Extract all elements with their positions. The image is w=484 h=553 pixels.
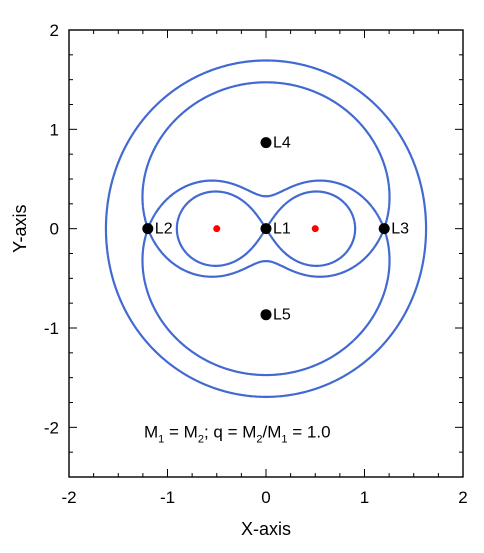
lagrange-label-l3: L3 [391, 221, 409, 238]
mass-point-2 [311, 225, 319, 233]
lagrange-label-l4: L4 [273, 135, 291, 152]
lagrange-point-l2 [142, 223, 154, 235]
axis-ticks: -2 -1 0 1 2 -2 -1 0 1 2 [44, 21, 468, 507]
mass-point-1 [213, 225, 221, 233]
y-axis-title: Y-axis [10, 204, 30, 252]
equipotential-contours [104, 59, 428, 398]
y-tick-label: -2 [44, 418, 59, 437]
lagrange-point-l3 [378, 223, 390, 235]
mass-ratio-annotation: M1 = M2; q = M2/M1 = 1.0 [144, 422, 331, 445]
lagrange-point-l5 [260, 309, 272, 321]
y-tick-label: 1 [50, 120, 59, 139]
masses [213, 225, 319, 233]
x-axis-title: X-axis [241, 519, 291, 539]
x-tick-label: 1 [360, 488, 369, 507]
lagrange-point-l1 [260, 223, 272, 235]
lagrange-label-l1: L1 [273, 221, 291, 238]
equipotential-contour-2 [141, 81, 391, 377]
x-tick-label: 2 [458, 488, 467, 507]
y-tick-label: 0 [50, 220, 59, 239]
equipotential-contour-1 [104, 59, 428, 398]
lagrange-label-l2: L2 [155, 221, 173, 238]
lagrange-point-l4 [260, 137, 272, 149]
plot-frame [68, 29, 464, 478]
lagrange-label-l5: L5 [273, 307, 291, 324]
y-tick-label: -1 [44, 319, 59, 338]
x-tick-label: -2 [61, 488, 76, 507]
x-tick-label: 0 [261, 488, 270, 507]
x-tick-label: -1 [160, 488, 175, 507]
lagrange-points: L1 L2 L3 L4 L5 [142, 135, 409, 324]
y-tick-label: 2 [50, 21, 59, 40]
